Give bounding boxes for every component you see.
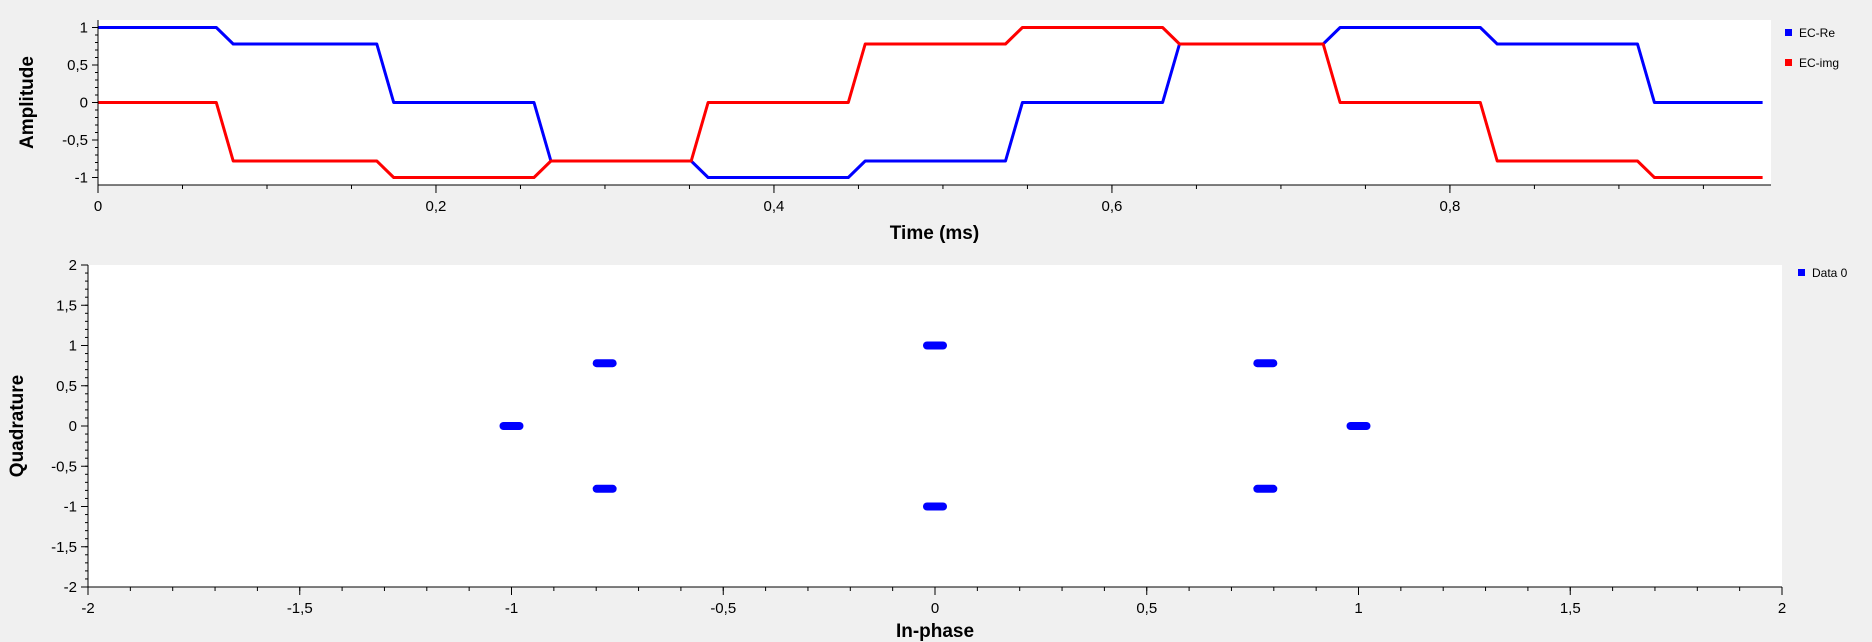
inphase-tick-label: 0,5 [1136,600,1157,617]
time-plot-series [98,26,1763,179]
constellation-point [592,359,617,368]
constellation-legend: Data 0 [1798,266,1848,280]
time-plot-legend: EC-Re EC-img [1785,26,1839,70]
constellation-point [923,502,947,511]
constellation-points [499,341,1371,511]
quadrature-tick-label: 2 [69,257,77,274]
quadrature-tick-label: -1,5 [51,539,77,556]
time-y-tick-label: -0,5 [62,132,88,149]
constellation-point [1253,484,1278,493]
inphase-tick-label: 2 [1778,600,1786,617]
legend-label-ec-re: EC-Re [1799,26,1835,40]
time-domain-plot: 1 0,5 0 -0,5 -1 0 0,2 0,4 0,6 0,8 Time (ms) Ampli… [17,20,1839,245]
series-line-ec-re [98,26,1763,179]
quadrature-tick-label: 0 [69,418,77,435]
time-x-axis-title: Time (ms) [890,223,979,244]
inphase-tick-label: 1,5 [1560,600,1581,617]
quadrature-tick-label: 0,5 [56,378,77,395]
time-x-tick-label: 0,8 [1439,198,1460,215]
legend-label-ec-img: EC-img [1799,56,1839,70]
legend-swatch-data-0 [1798,269,1805,276]
inphase-tick-label: 0 [931,600,939,617]
quadrature-axis-title: Quadrature [7,375,28,477]
inphase-tick-label: 1 [1354,600,1362,617]
time-x-tick-label: 0,6 [1102,198,1123,215]
quadrature-tick-label: 1,5 [56,297,77,314]
constellation-point [499,422,524,430]
constellation-point [592,484,617,493]
time-x-tick-label: 0,2 [426,198,447,215]
quadrature-tick-label: -1 [64,499,77,516]
constellation-point [1253,359,1278,368]
time-y-tick-label: -1 [75,170,88,187]
legend-swatch-ec-img [1785,59,1792,66]
quadrature-tick-label: -2 [64,579,77,596]
quadrature-tick-label: -0,5 [51,458,77,475]
constellation-point [1346,422,1371,430]
time-y-axis-title: Amplitude [17,56,38,149]
quadrature-tick-label: 1 [69,338,77,355]
time-y-tick-label: 0 [80,95,88,112]
time-x-tick-label: 0 [94,198,102,215]
inphase-tick-label: -1,5 [287,600,313,617]
inphase-tick-label: -0,5 [710,600,736,617]
time-x-tick-label: 0,4 [764,198,785,215]
time-plot-axes [97,20,1771,186]
time-y-tick-label: 0,5 [67,57,88,74]
inphase-tick-label: -1 [505,600,518,617]
legend-swatch-ec-re [1785,29,1792,36]
series-line-ec-img [98,26,1763,179]
constellation-point [923,341,947,350]
constellation-plot-area [88,265,1782,587]
inphase-tick-label: -2 [81,600,94,617]
legend-label-data-0: Data 0 [1812,266,1848,280]
constellation-plot-axes [87,265,1782,588]
constellation-plot: 2 1,5 1 0,5 0 -0,5 -1 -1,5 -2-2 -1,5 -1 -0,5 0 0,5 1 1,… [7,257,1848,642]
inphase-axis-title: In-phase [896,621,974,642]
time-y-tick-label: 1 [80,20,88,37]
time-plot-ticks: 1 0,5 0 -0,5 -1 0 0,2 0,4 0,6 0,8 [62,20,1704,215]
